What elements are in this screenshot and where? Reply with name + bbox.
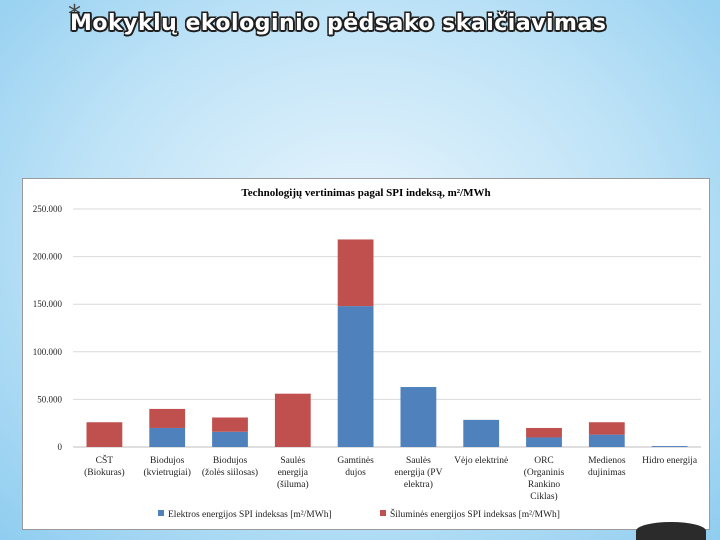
- y-tick-label: 200.000: [33, 252, 63, 262]
- x-tick-label: (kvietrugiai): [143, 467, 190, 478]
- slide-title: Mokyklų ekologinio pėdsako skaičiavimas: [70, 11, 607, 36]
- legend-swatch: [158, 510, 164, 516]
- x-tick-label: dujos: [345, 468, 366, 478]
- bar-electric: [400, 387, 437, 447]
- y-tick-label: 150.000: [33, 299, 63, 309]
- bar-thermal: [588, 422, 625, 435]
- bar-thermal: [212, 417, 248, 432]
- bar-electric: [651, 446, 688, 447]
- chart-panel: Technologijų vertinimas pagal SPI indeks…: [22, 178, 710, 530]
- bar-electric: [149, 427, 186, 447]
- bar-thermal: [526, 427, 562, 438]
- y-tick-label: 250.000: [33, 204, 63, 214]
- x-tick-label: dujinimas: [588, 468, 626, 478]
- bar-thermal: [86, 422, 123, 447]
- x-tick-label: Vėjo elektrinė: [454, 456, 508, 466]
- bar-thermal: [149, 408, 186, 428]
- x-tick-label: elektra): [404, 479, 433, 490]
- y-tick-label: 100.000: [33, 347, 63, 357]
- x-tick-label: CŠT: [96, 454, 114, 466]
- x-tick-label: Hidro energija: [642, 456, 698, 466]
- x-tick-label: Ciklas): [530, 491, 557, 502]
- bar-electric: [526, 437, 562, 447]
- bar-chart: Technologijų vertinimas pagal SPI indeks…: [33, 187, 701, 520]
- decorative-stamp: [636, 522, 706, 540]
- bar-thermal: [337, 239, 374, 307]
- x-tick-label: Saulės: [406, 456, 431, 466]
- x-tick-label: Biodujos: [213, 456, 248, 466]
- bar-electric: [463, 419, 500, 447]
- x-tick-label: (žolės siilosas): [202, 467, 258, 478]
- y-tick-label: 0: [58, 442, 63, 452]
- legend-label: Elektros energijos SPI indeksas [m²/MWh]: [168, 510, 332, 520]
- x-tick-label: Medienos: [588, 456, 626, 466]
- legend-swatch: [380, 510, 386, 516]
- legend-label: Šiluminės energijos SPI indeksas [m²/MWh…: [390, 508, 560, 520]
- x-tick-label: energija: [278, 468, 309, 478]
- x-tick-label: energija (PV: [394, 467, 442, 478]
- x-tick-label: (Organinis: [524, 467, 565, 478]
- y-tick-label: 50.000: [37, 394, 62, 404]
- x-tick-label: ORC: [534, 456, 554, 466]
- x-tick-label: Gamtinės: [337, 456, 374, 466]
- x-tick-label: (Biokuras): [84, 467, 125, 478]
- bar-electric: [337, 306, 374, 447]
- chart-title: Technologijų vertinimas pagal SPI indeks…: [241, 187, 490, 199]
- bar-electric: [212, 431, 248, 447]
- slide-bullet: *: [68, 0, 81, 30]
- bar-electric: [588, 434, 625, 447]
- x-tick-label: Saulės: [280, 456, 305, 466]
- x-tick-label: (šiluma): [277, 479, 309, 490]
- x-tick-label: Rankino: [528, 480, 560, 490]
- bar-thermal: [274, 393, 311, 447]
- x-tick-label: Biodujos: [150, 456, 185, 466]
